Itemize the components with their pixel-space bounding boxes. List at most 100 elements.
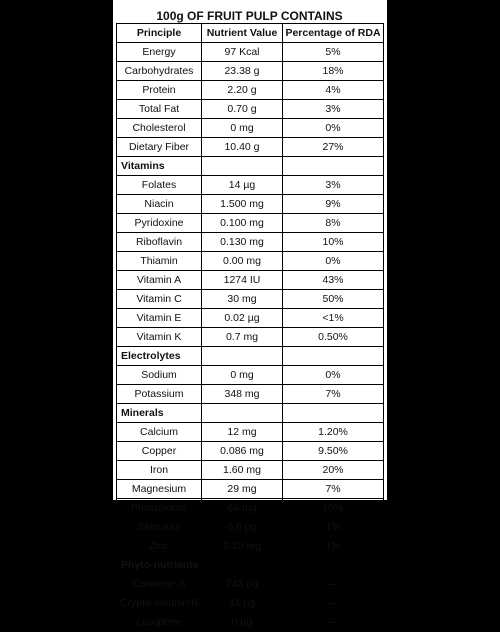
rda-cell: 1%: [282, 536, 384, 556]
rda-cell: 8%: [282, 213, 384, 233]
section-row: Vitamins: [116, 156, 384, 176]
principle-cell: Protein: [116, 80, 202, 100]
nutrient-value-cell: 1.500 mg: [201, 194, 283, 214]
nutrient-value-cell: 0.086 mg: [201, 441, 283, 461]
table-row: Lycopene 0 µg —: [116, 612, 384, 632]
table-row: Phosphorus 68 mg 10%: [116, 498, 384, 518]
table-row: Riboflavin 0.130 mg 10%: [116, 232, 384, 252]
table-row: Carbohydrates 23.38 g 18%: [116, 61, 384, 81]
nutrient-value-cell: 12 mg: [201, 422, 283, 442]
principle-cell: Crypto-xanthin-ß: [116, 593, 202, 613]
principle-cell: Copper: [116, 441, 202, 461]
table-row: Calcium 12 mg 1.20%: [116, 422, 384, 442]
table-row: Vitamin C 30 mg 50%: [116, 289, 384, 309]
section-empty-value: [201, 403, 283, 423]
table-row: Crypto-xanthin-ß 41 µg —: [116, 593, 384, 613]
nutrient-value-cell: 23.38 g: [201, 61, 283, 81]
principle-cell: Vitamin A: [116, 270, 202, 290]
rda-cell: 27%: [282, 137, 384, 157]
table-body: Energy 97 Kcal 5% Carbohydrates 23.38 g 18% Pr…: [116, 42, 384, 632]
table-row: Thiamin 0.00 mg 0%: [116, 251, 384, 271]
principle-cell: Cholesterol: [116, 118, 202, 138]
table-row: Magnesium 29 mg 7%: [116, 479, 384, 499]
principle-cell: Iron: [116, 460, 202, 480]
rda-cell: 1.20%: [282, 422, 384, 442]
principle-cell: Calcium: [116, 422, 202, 442]
principle-cell: Magnesium: [116, 479, 202, 499]
section-empty-pct: [282, 403, 384, 423]
section-empty-value: [201, 156, 283, 176]
rda-cell: 5%: [282, 42, 384, 62]
section-row: Minerals: [116, 403, 384, 423]
principle-cell: Thiamin: [116, 251, 202, 271]
nutrient-value-cell: 97 Kcal: [201, 42, 283, 62]
table-row: Copper 0.086 mg 9.50%: [116, 441, 384, 461]
nutrient-value-cell: 1.60 mg: [201, 460, 283, 480]
rda-cell: —: [282, 593, 384, 613]
principle-cell: Energy: [116, 42, 202, 62]
nutrient-value-cell: 10.40 g: [201, 137, 283, 157]
rda-cell: 7%: [282, 384, 384, 404]
nutrient-value-cell: 348 mg: [201, 384, 283, 404]
nutrient-value-cell: 0.70 g: [201, 99, 283, 119]
table-row: Energy 97 Kcal 5%: [116, 42, 384, 62]
nutrient-value-cell: 0.100 mg: [201, 213, 283, 233]
rda-cell: 0%: [282, 365, 384, 385]
section-empty-value: [201, 346, 283, 366]
header-row: Principle Nutrient Value Percentage of R…: [116, 23, 384, 43]
principle-cell: Carotene-ß: [116, 574, 202, 594]
nutrient-value-cell: 1274 IU: [201, 270, 283, 290]
rda-cell: 3%: [282, 99, 384, 119]
rda-cell: 43%: [282, 270, 384, 290]
nutrient-value-cell: 0.7 mg: [201, 327, 283, 347]
principle-cell: Vitamin E: [116, 308, 202, 328]
nutrient-value-cell: 0 mg: [201, 365, 283, 385]
nutrient-value-cell: 0.6 µg: [201, 517, 283, 537]
section-label: Minerals: [116, 403, 202, 423]
table-row: Vitamin K 0.7 mg 0.50%: [116, 327, 384, 347]
principle-cell: Lycopene: [116, 612, 202, 632]
principle-cell: Carbohydrates: [116, 61, 202, 81]
rda-cell: 9%: [282, 194, 384, 214]
rda-cell: —: [282, 574, 384, 594]
table-row: Vitamin E 0.02 µg <1%: [116, 308, 384, 328]
table-row: Protein 2.20 g 4%: [116, 80, 384, 100]
nutrient-value-cell: 41 µg: [201, 593, 283, 613]
nutrient-value-cell: 14 µg: [201, 175, 283, 195]
principle-cell: Pyridoxine: [116, 213, 202, 233]
table-row: Total Fat 0.70 g 3%: [116, 99, 384, 119]
rda-cell: 1%: [282, 517, 384, 537]
rda-cell: 18%: [282, 61, 384, 81]
rda-cell: <1%: [282, 308, 384, 328]
rda-cell: 10%: [282, 232, 384, 252]
principle-cell: Vitamin C: [116, 289, 202, 309]
principle-cell: Folates: [116, 175, 202, 195]
nutrient-value-cell: 30 mg: [201, 289, 283, 309]
table-row: Zinc 0.10 mg 1%: [116, 536, 384, 556]
nutrient-value-cell: 0.130 mg: [201, 232, 283, 252]
rda-cell: 50%: [282, 289, 384, 309]
table-row: Carotene-ß 743 µg —: [116, 574, 384, 594]
rda-cell: 9.50%: [282, 441, 384, 461]
table-row: Potassium 348 mg 7%: [116, 384, 384, 404]
table-row: Selenium 0.6 µg 1%: [116, 517, 384, 537]
rda-cell: —: [282, 612, 384, 632]
table-title: 100g OF FRUIT PULP CONTAINS: [156, 9, 343, 23]
section-empty-value: [201, 555, 283, 575]
table-row: Sodium 0 mg 0%: [116, 365, 384, 385]
rda-cell: 20%: [282, 460, 384, 480]
principle-cell: Potassium: [116, 384, 202, 404]
principle-cell: Vitamin K: [116, 327, 202, 347]
principle-cell: Zinc: [116, 536, 202, 556]
nutrient-value-cell: 0 µg: [201, 612, 283, 632]
nutrient-value-cell: 0.00 mg: [201, 251, 283, 271]
table-row: Cholesterol 0 mg 0%: [116, 118, 384, 138]
rda-cell: 0%: [282, 118, 384, 138]
section-empty-pct: [282, 555, 384, 575]
header-nutrient-value: Nutrient Value: [201, 23, 283, 43]
nutrient-value-cell: 0 mg: [201, 118, 283, 138]
rda-cell: 3%: [282, 175, 384, 195]
section-empty-pct: [282, 156, 384, 176]
rda-cell: 10%: [282, 498, 384, 518]
header-principle: Principle: [116, 23, 202, 43]
